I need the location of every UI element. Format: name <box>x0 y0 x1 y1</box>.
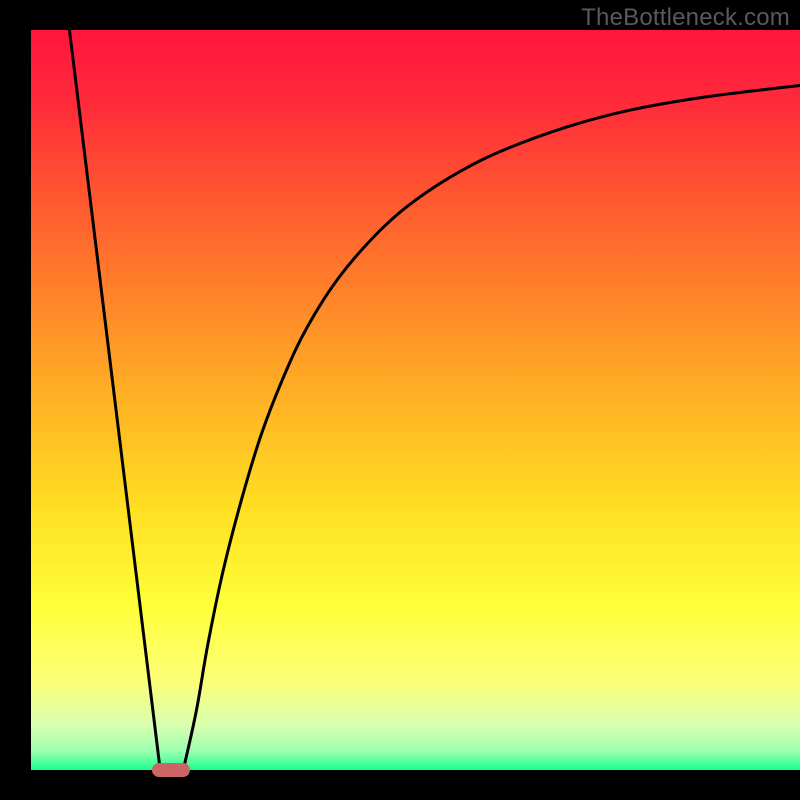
chart-container: TheBottleneck.com <box>0 0 800 800</box>
chart-svg <box>0 0 800 800</box>
watermark-text: TheBottleneck.com <box>581 4 790 32</box>
bottom-marker <box>152 763 190 777</box>
